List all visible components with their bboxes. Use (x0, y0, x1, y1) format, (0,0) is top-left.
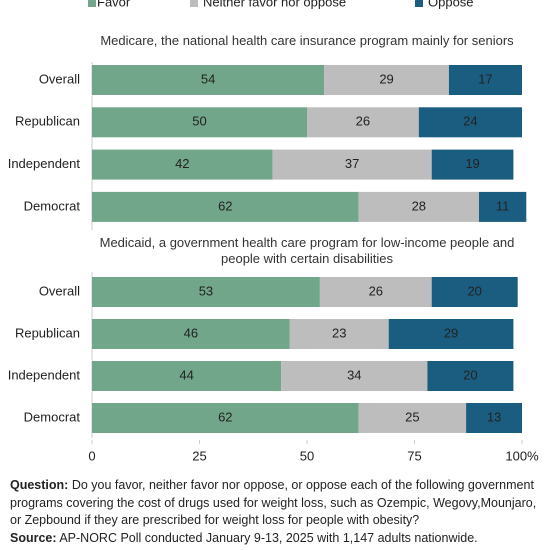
legend-swatch (415, 0, 423, 7)
bar-segment (388, 319, 514, 349)
legend-label: Neither favor nor oppose (203, 0, 346, 9)
footnote: Question: Do you favor, neither favor no… (10, 477, 545, 547)
bar-segment (479, 191, 527, 222)
y-tick-label: Overall (39, 283, 80, 298)
value-label: 54 (201, 71, 215, 86)
value-label: 29 (379, 71, 393, 86)
bar-segment (427, 361, 514, 391)
bar-segment (431, 277, 518, 307)
value-label: 62 (218, 409, 232, 424)
bar-segment (358, 403, 467, 433)
bar-segment (281, 361, 428, 391)
value-label: 26 (356, 114, 370, 129)
bar-segment (418, 107, 522, 138)
y-tick-label: Independent (8, 156, 81, 171)
value-label: 17 (478, 71, 492, 86)
question-text: Do you favor, neither favor nor oppose, … (10, 478, 537, 527)
bar-segment (307, 107, 419, 138)
value-label: 26 (369, 283, 383, 298)
y-tick-label: Democrat (24, 198, 81, 213)
bar-segment (92, 361, 282, 391)
bar-segment (466, 403, 522, 433)
y-tick-label: Overall (39, 71, 80, 86)
bar-segment (92, 107, 307, 138)
bar-segment (92, 191, 359, 222)
panel-title: Medicare, the national health care insur… (100, 33, 514, 48)
panel-title: Medicaid, a government health care progr… (99, 235, 515, 266)
legend-swatch (190, 0, 198, 7)
bar-segment (272, 149, 432, 180)
value-label: 19 (465, 156, 479, 171)
x-tick-label: 75 (407, 448, 421, 463)
question-label: Question: (10, 478, 69, 492)
legend-swatch (88, 0, 96, 7)
x-tick-label: 50 (300, 448, 314, 463)
value-label: 13 (487, 409, 501, 424)
y-tick-label: Republican (15, 325, 80, 340)
source-label: Source: (10, 530, 57, 545)
legend-label: Oppose (428, 0, 474, 9)
value-label: 20 (463, 367, 477, 382)
y-tick-label: Independent (8, 367, 81, 382)
value-label: 62 (218, 198, 232, 213)
x-tick-label: 100% (505, 448, 539, 463)
bar-segment (448, 65, 522, 95)
value-label: 11 (496, 198, 510, 213)
value-label: 44 (179, 367, 193, 382)
bar-segment (289, 319, 389, 349)
bar-segment (319, 277, 432, 307)
y-tick-label: Democrat (24, 409, 81, 424)
value-label: 29 (444, 325, 458, 340)
y-tick-label: Republican (15, 114, 80, 129)
bar-segment (92, 65, 325, 95)
bar-segment (358, 191, 479, 222)
legend-label: Favor (97, 0, 131, 9)
x-tick-label: 0 (88, 448, 95, 463)
value-label: 24 (463, 114, 477, 129)
value-label: 46 (184, 325, 198, 340)
bar-segment (324, 65, 449, 95)
value-label: 37 (345, 156, 359, 171)
value-label: 34 (347, 367, 361, 382)
value-label: 25 (405, 409, 419, 424)
bar-segment (431, 149, 514, 180)
bar-segment (92, 277, 320, 307)
source-text: AP-NORC Poll conducted January 9-13, 202… (59, 530, 478, 545)
x-tick-label: 25 (192, 448, 206, 463)
value-label: 20 (467, 283, 481, 298)
value-label: 28 (412, 198, 426, 213)
bar-segment (92, 403, 359, 433)
value-label: 42 (175, 156, 189, 171)
value-label: 53 (199, 283, 213, 298)
bar-segment (92, 149, 273, 180)
value-label: 23 (332, 325, 346, 340)
value-label: 50 (192, 114, 206, 129)
bar-segment (92, 319, 290, 349)
